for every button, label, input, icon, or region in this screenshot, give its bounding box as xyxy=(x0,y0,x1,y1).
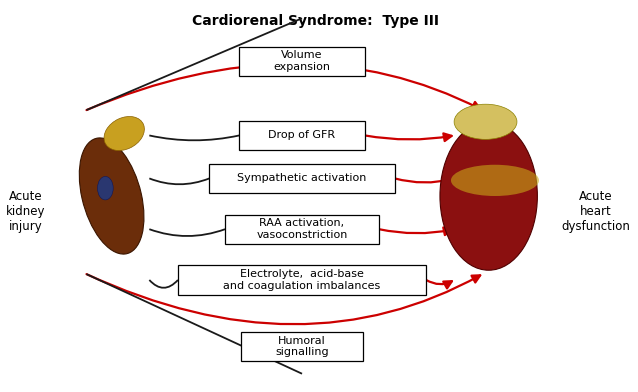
FancyArrowPatch shape xyxy=(379,227,452,235)
Text: Acute
heart
dysfunction: Acute heart dysfunction xyxy=(561,190,630,233)
FancyBboxPatch shape xyxy=(241,332,363,361)
Ellipse shape xyxy=(79,138,144,254)
Text: Volume
expansion: Volume expansion xyxy=(274,51,330,72)
FancyArrowPatch shape xyxy=(395,177,452,185)
FancyBboxPatch shape xyxy=(239,121,365,150)
Text: Drop of GFR: Drop of GFR xyxy=(269,131,336,140)
Text: Humoral
signalling: Humoral signalling xyxy=(275,336,329,357)
Text: Electrolyte,  acid-base
and coagulation imbalances: Electrolyte, acid-base and coagulation i… xyxy=(223,269,381,291)
FancyBboxPatch shape xyxy=(225,214,379,244)
FancyBboxPatch shape xyxy=(178,265,426,295)
Text: Cardiorenal Syndrome:  Type III: Cardiorenal Syndrome: Type III xyxy=(193,15,440,28)
FancyArrowPatch shape xyxy=(426,280,452,289)
FancyBboxPatch shape xyxy=(239,47,365,76)
Ellipse shape xyxy=(451,165,539,196)
Ellipse shape xyxy=(440,122,537,270)
Ellipse shape xyxy=(98,176,113,200)
Text: Acute
kidney
injury: Acute kidney injury xyxy=(6,190,45,233)
FancyBboxPatch shape xyxy=(209,164,395,193)
FancyArrowPatch shape xyxy=(365,133,452,141)
Text: RAA activation,
vasoconstriction: RAA activation, vasoconstriction xyxy=(256,218,348,240)
FancyArrowPatch shape xyxy=(87,274,480,324)
Ellipse shape xyxy=(454,104,517,140)
FancyArrowPatch shape xyxy=(87,64,480,110)
Ellipse shape xyxy=(104,116,144,151)
Text: Sympathetic activation: Sympathetic activation xyxy=(237,173,367,183)
